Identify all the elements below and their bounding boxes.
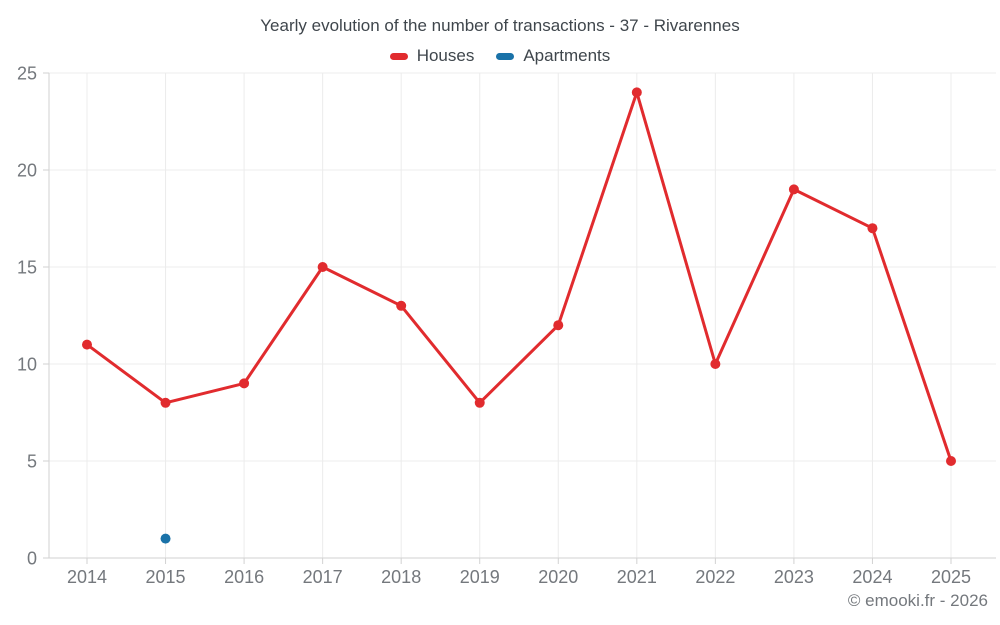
data-point-houses-2016[interactable] xyxy=(239,378,250,389)
legend-label-houses: Houses xyxy=(416,46,475,65)
data-point-houses-2020[interactable] xyxy=(553,320,564,331)
data-point-apartments-2015[interactable] xyxy=(160,533,171,544)
apartments-swatch-icon xyxy=(496,52,515,60)
x-tick-label: 2020 xyxy=(538,567,578,587)
data-point-houses-2022[interactable] xyxy=(710,359,721,369)
data-point-houses-2018[interactable] xyxy=(396,300,407,311)
series-line-houses xyxy=(85,90,953,463)
x-tick-label: 2019 xyxy=(460,567,500,587)
x-tick-label: 2025 xyxy=(931,567,971,587)
data-point-houses-2021[interactable] xyxy=(631,87,642,98)
x-tick-label: 2024 xyxy=(852,567,892,587)
chart-title: Yearly evolution of the number of transa… xyxy=(260,16,740,35)
houses-swatch-icon xyxy=(389,52,408,60)
y-tick-label: 0 xyxy=(27,548,37,568)
x-tick-label: 2015 xyxy=(146,567,186,587)
legend-label-apartments: Apartments xyxy=(523,46,611,65)
x-tick-label: 2016 xyxy=(224,567,264,587)
y-tick-label: 5 xyxy=(27,451,37,471)
data-point-houses-2023[interactable] xyxy=(788,184,799,195)
x-tick-label: 2018 xyxy=(381,567,421,587)
y-tick-label: 15 xyxy=(17,257,37,277)
x-tick-label: 2021 xyxy=(617,567,657,587)
y-tick-label: 25 xyxy=(17,63,37,83)
data-point-houses-2025[interactable] xyxy=(946,456,956,466)
x-tick-label: 2017 xyxy=(303,567,343,587)
y-tick-label: 10 xyxy=(17,354,37,374)
x-tick-label: 2014 xyxy=(67,567,107,587)
data-point-houses-2015[interactable] xyxy=(160,397,171,408)
y-tick-label: 20 xyxy=(17,160,37,180)
data-point-houses-2017[interactable] xyxy=(317,262,328,272)
legend-item-houses[interactable]: Houses xyxy=(389,46,475,66)
data-point-houses-2019[interactable] xyxy=(474,397,485,408)
chart-legend: Houses Apartments xyxy=(0,46,1000,66)
copyright-text: © emooki.fr - 2026 xyxy=(847,591,988,610)
x-tick-label: 2022 xyxy=(695,567,735,587)
legend-item-apartments[interactable]: Apartments xyxy=(496,46,610,66)
data-point-houses-2014[interactable] xyxy=(82,339,92,350)
x-tick-label: 2023 xyxy=(774,567,814,587)
data-point-houses-2024[interactable] xyxy=(867,223,878,234)
